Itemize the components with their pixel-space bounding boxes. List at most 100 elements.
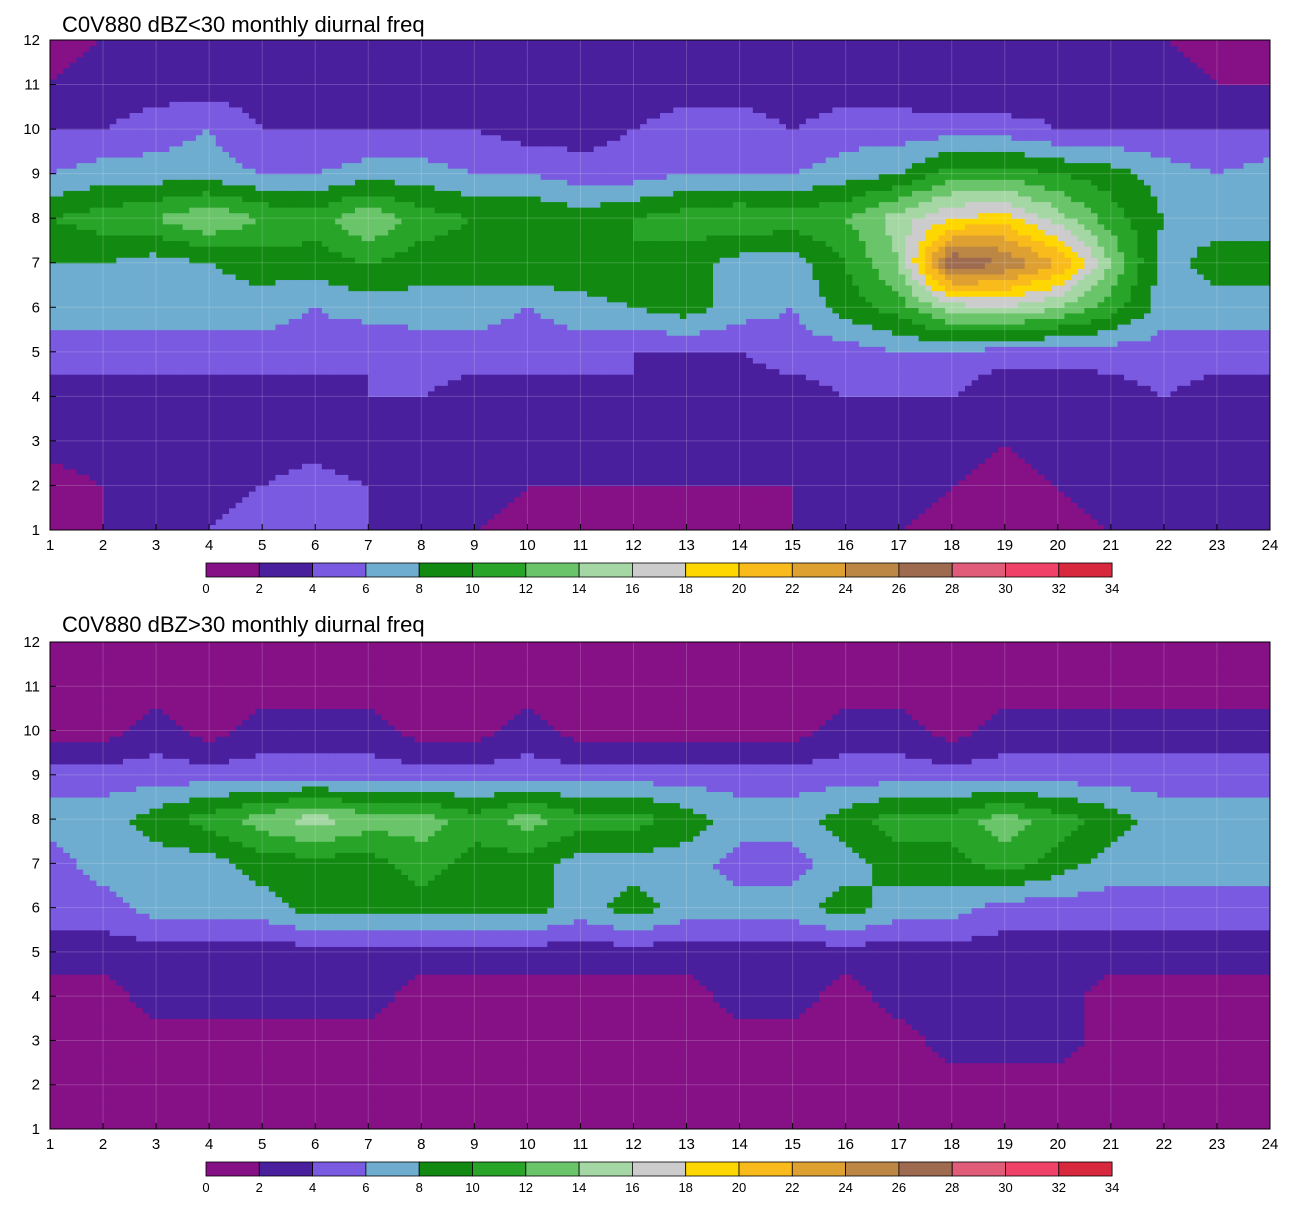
contour-cell: [474, 485, 482, 492]
contour-cell: [626, 463, 635, 470]
contour-cell: [182, 385, 190, 392]
contour-cell: [421, 513, 429, 520]
contour-cell: [1250, 418, 1258, 425]
contour-cell: [772, 407, 780, 414]
contour-cell: [288, 463, 296, 470]
contour-cell: [1117, 407, 1125, 414]
contour-cell: [361, 390, 369, 397]
contour-cell: [335, 418, 343, 425]
contour-cell: [215, 518, 223, 526]
contour-cell: [567, 474, 575, 481]
contour-cell: [580, 468, 588, 475]
contour-cell: [275, 379, 283, 386]
contour-cell: [447, 485, 456, 492]
contour-cell: [96, 457, 104, 464]
contour-cell: [1170, 524, 1178, 530]
contour-cell: [1243, 502, 1251, 509]
contour-cell: [547, 429, 555, 436]
contour-cell: [626, 413, 635, 420]
contour-cell: [839, 435, 847, 442]
contour-cell: [394, 418, 403, 425]
contour-cell: [865, 396, 873, 403]
contour-cell: [600, 452, 608, 459]
contour-cell: [1190, 407, 1198, 414]
contour-cell: [1004, 479, 1013, 487]
contour-cell: [83, 435, 91, 442]
contour-cell: [1197, 507, 1205, 514]
contour-cell: [1110, 424, 1119, 431]
contour-cell: [335, 479, 343, 487]
contour-cell: [50, 396, 58, 403]
contour-cell: [414, 396, 422, 403]
contour-cell: [301, 479, 310, 487]
contour-cell: [189, 385, 197, 392]
contour-cell: [427, 440, 436, 448]
contour-cell: [739, 524, 747, 530]
contour-cell: [726, 390, 734, 397]
contour-cell: [1024, 524, 1032, 530]
contour-cell: [355, 507, 363, 514]
contour-cell: [76, 407, 84, 414]
contour-cell: [467, 502, 475, 509]
contour-cell: [832, 524, 840, 530]
contour-cell: [348, 440, 356, 448]
contour-cell: [69, 446, 78, 453]
contour-cell: [255, 390, 263, 397]
contour-cell: [739, 457, 747, 464]
contour-cell: [189, 413, 197, 420]
contour-cell: [746, 468, 754, 475]
contour-cell: [978, 385, 986, 392]
contour-cell: [1177, 401, 1185, 409]
contour-cell: [633, 513, 641, 520]
contour-cell: [1097, 485, 1105, 492]
contour-cell: [401, 474, 409, 481]
contour-cell: [1163, 401, 1172, 409]
contour-cell: [872, 502, 880, 509]
contour-cell: [175, 374, 184, 381]
contour-cell: [1084, 396, 1092, 403]
contour-cell: [328, 507, 336, 514]
contour-cell: [335, 496, 343, 503]
contour-cell: [640, 452, 648, 459]
contour-cell: [633, 468, 641, 475]
contour-cell: [646, 385, 654, 392]
contour-cell: [573, 479, 582, 487]
contour-cell: [394, 507, 403, 514]
contour-cell: [832, 401, 840, 409]
contour-cell: [640, 379, 648, 386]
contour-cell: [1037, 435, 1046, 442]
contour-cell: [474, 440, 482, 448]
contour-cell: [965, 413, 973, 420]
contour-cell: [892, 379, 900, 386]
contour-cell: [1130, 463, 1138, 470]
contour-cell: [1018, 485, 1026, 492]
contour-cell: [1004, 407, 1013, 414]
contour-cell: [839, 463, 847, 470]
contour-cell: [746, 424, 754, 431]
contour-cell: [1203, 463, 1211, 470]
contour-cell: [454, 379, 462, 386]
contour-cell: [799, 457, 807, 464]
contour-cell: [713, 440, 721, 448]
contour-cell: [1031, 479, 1039, 487]
contour-cell: [1110, 385, 1119, 392]
contour-cell: [567, 468, 575, 475]
contour-cell: [162, 485, 170, 492]
contour-cell: [832, 479, 840, 487]
contour-cell: [355, 491, 363, 498]
contour-cell: [693, 429, 701, 436]
contour-cell: [328, 491, 336, 498]
contour-cell: [945, 491, 953, 498]
contour-cell: [1243, 491, 1251, 498]
contour-cell: [514, 440, 522, 448]
contour-cell: [620, 491, 628, 498]
contour-cell: [825, 429, 833, 436]
contour-cell: [938, 474, 946, 481]
contour-cell: [633, 396, 641, 403]
contour-cell: [116, 468, 124, 475]
contour-cell: [646, 479, 654, 487]
contour-cell: [414, 513, 422, 520]
contour-cell: [1077, 390, 1085, 397]
contour-cell: [1018, 435, 1026, 442]
contour-cell: [858, 507, 867, 514]
